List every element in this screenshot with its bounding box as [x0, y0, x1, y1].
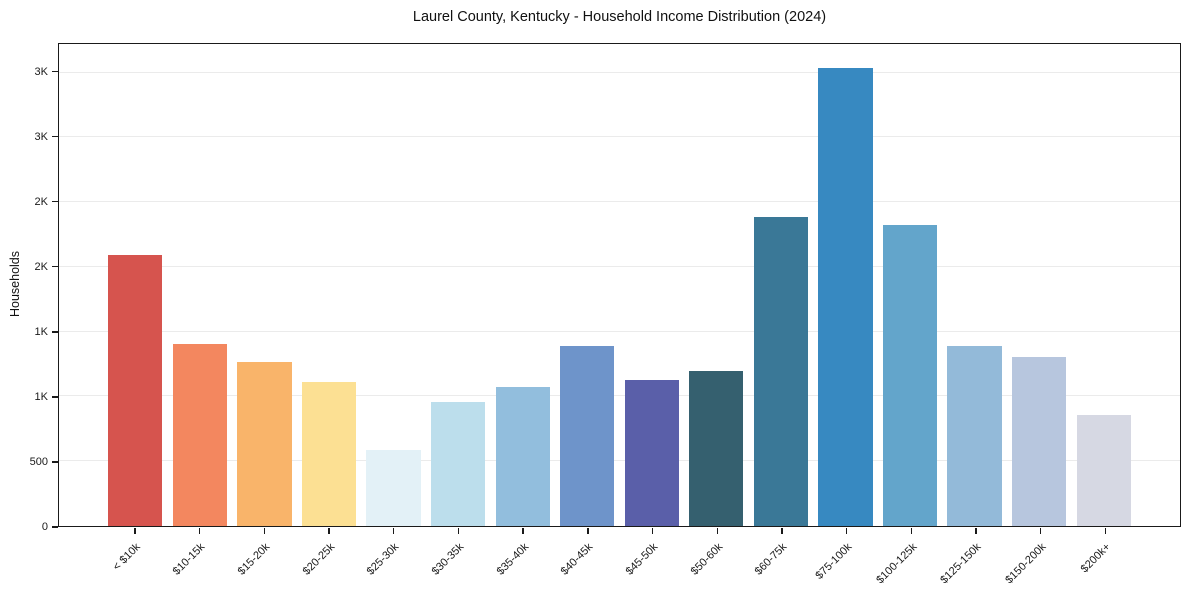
y-tick-label: 2K [34, 195, 48, 208]
bar-slot [490, 44, 555, 526]
y-tick-mark [52, 331, 58, 333]
y-tick-label: 0 [41, 521, 48, 533]
bar-slot [297, 44, 362, 526]
bars-container [59, 44, 1180, 526]
x-tick-mark [199, 528, 201, 534]
bar-$75-100k [818, 67, 873, 526]
y-tick-mark [52, 266, 58, 268]
x-tick-mark [845, 528, 848, 534]
x-tick-mark [1104, 528, 1107, 534]
chart-title: Laurel County, Kentucky - Household Inco… [412, 9, 827, 25]
gridline [59, 330, 1180, 332]
y-tick-label: 2K [34, 260, 48, 273]
y-tick-label: 500 [29, 455, 48, 468]
gridline [59, 265, 1180, 267]
bar-slot [232, 44, 297, 526]
gridline [59, 395, 1180, 397]
bar-$45-50k [624, 379, 679, 526]
y-tick-label: 1K [34, 390, 48, 403]
bar-$35-40k [495, 387, 550, 526]
x-tick-mark [975, 528, 977, 534]
x-tick-labelbox: $200k+ [975, 537, 1113, 575]
gridline [59, 201, 1180, 203]
bar-slot [168, 44, 233, 526]
bar-slot [942, 44, 1007, 526]
bar-< $10k [108, 254, 163, 526]
x-tick-mark [457, 528, 460, 534]
bar-$10-15k [172, 343, 227, 526]
bar-$100-125k [882, 225, 938, 526]
y-tick-mark [52, 135, 58, 138]
plot-area [58, 43, 1181, 527]
x-tick-mark [1039, 528, 1042, 534]
bar-slot [555, 44, 620, 526]
bar-$50-60k [689, 370, 744, 526]
y-tick-mark [52, 201, 58, 203]
bar-slot [1007, 44, 1072, 526]
bar-$40-45k [560, 345, 615, 526]
bar-slot [1071, 44, 1136, 526]
bar-$20-25k [301, 381, 357, 526]
x-tick-label: $200k+ [1078, 541, 1114, 576]
x-tick-mark [910, 528, 912, 534]
bar-slot [426, 44, 491, 526]
bar-$15-20k [237, 362, 292, 526]
x-tick-mark [522, 528, 524, 534]
bar-slot [684, 44, 749, 526]
x-tick-mark [587, 528, 589, 534]
x-tick-mark [781, 528, 783, 534]
x-tick-mark [263, 528, 266, 534]
x-tick-mark [651, 528, 654, 534]
x-tick-mark [393, 528, 395, 534]
bar-$30-35k [430, 401, 486, 526]
bar-$150-200k [1012, 356, 1067, 526]
y-tick-mark [52, 461, 58, 463]
x-tick-mark [328, 528, 330, 534]
gridline [59, 136, 1180, 138]
y-tick-label: 3K [34, 130, 48, 143]
y-tick-label: 3K [34, 65, 48, 78]
gridline [59, 460, 1180, 462]
bar-slot [878, 44, 943, 526]
x-tick-mark [716, 528, 718, 534]
bar-slot [620, 44, 685, 526]
bar-slot [749, 44, 814, 526]
bar-$125-150k [947, 345, 1002, 526]
y-tick-mark [52, 526, 58, 528]
gridline [59, 71, 1180, 73]
y-tick-label: 1K [34, 325, 48, 338]
bar-$25-30k [366, 449, 421, 526]
bar-$60-75k [753, 216, 809, 526]
bar-slot [813, 44, 878, 526]
y-tick-mark [52, 396, 58, 398]
bar-slot [361, 44, 426, 526]
y-tick-mark [52, 70, 58, 73]
x-tick-mark [134, 528, 136, 534]
bar-slot [103, 44, 168, 526]
bar-$200k+ [1076, 414, 1131, 526]
